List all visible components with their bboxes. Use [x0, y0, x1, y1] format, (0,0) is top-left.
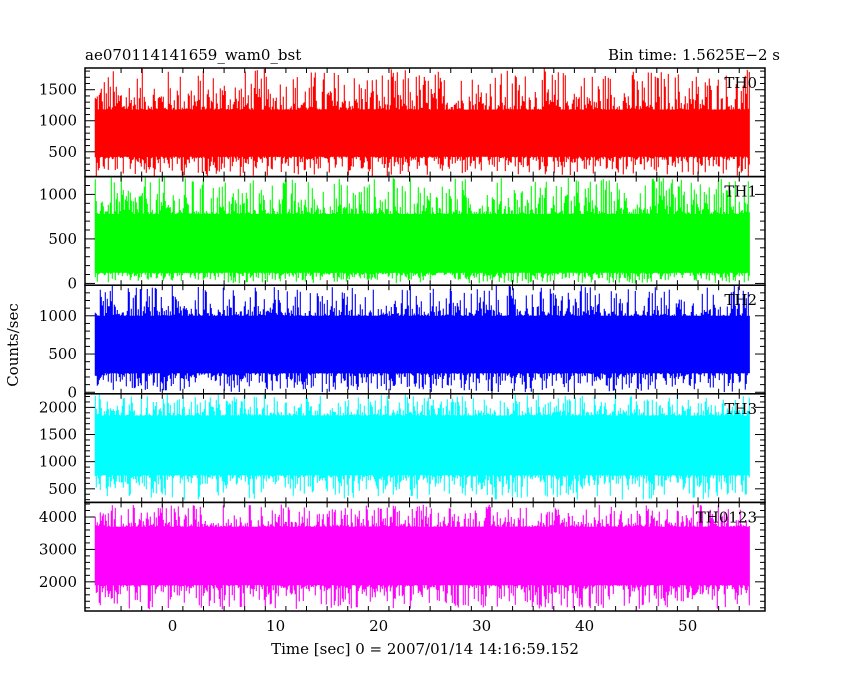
y-tick-label: 1000	[39, 112, 77, 130]
y-tick-label: 1000	[39, 453, 77, 471]
series-th1	[94, 176, 750, 284]
series-th3	[94, 393, 750, 500]
panel-th0123: 2000 3000 4000 TH0123	[39, 501, 766, 612]
series-th0123	[94, 504, 750, 610]
y-tick-label: 500	[48, 143, 77, 161]
y-tick-label: 1500	[39, 426, 77, 444]
x-axis-label: Time [sec] 0 = 2007/01/14 14:16:59.152	[271, 640, 579, 658]
channel-label: TH0	[724, 74, 757, 92]
y-tick-label: 3000	[39, 540, 77, 558]
y-tick-label: 0	[67, 274, 77, 292]
y-tick-label: 1500	[39, 81, 77, 99]
chart-title: ae070114141659_wam0_bst	[85, 46, 301, 64]
channel-label: TH3	[724, 400, 757, 418]
x-tick-label: 50	[678, 617, 697, 635]
y-tick-label: 1000	[39, 307, 77, 325]
y-tick-label: 500	[48, 230, 77, 248]
panel-th3: 500 1000 1500 2000 TH3	[39, 393, 766, 504]
y-tick-label: 1000	[39, 185, 77, 203]
channel-label: TH0123	[696, 508, 757, 526]
y-tick-label: 2000	[39, 398, 77, 416]
bin-time-label: Bin time: 1.5625E−2 s	[608, 46, 780, 64]
y-axis-label: Counts/sec	[4, 303, 22, 387]
panel-th0: 500 1000 1500 TH0	[39, 67, 766, 178]
y-tick-label: 2000	[39, 573, 77, 591]
y-tick-label: 500	[48, 480, 77, 498]
series-th2	[94, 285, 750, 393]
channel-label: TH2	[724, 291, 757, 309]
x-tick-label: 20	[369, 617, 388, 635]
x-tick-label: 40	[575, 617, 594, 635]
panel-th1: 0 500 1000 TH1	[39, 175, 766, 292]
channel-label: TH1	[724, 183, 757, 201]
series-th0	[94, 68, 750, 177]
panel-th2: 0 500 1000 TH2	[39, 284, 766, 401]
x-tick-label: 10	[266, 617, 285, 635]
x-tick-label: 30	[472, 617, 491, 635]
x-tick-label: 0	[168, 617, 178, 635]
y-tick-label: 0	[67, 383, 77, 401]
panel-frame	[84, 501, 766, 612]
y-tick-label: 500	[48, 345, 77, 363]
y-tick-label: 4000	[39, 508, 77, 526]
